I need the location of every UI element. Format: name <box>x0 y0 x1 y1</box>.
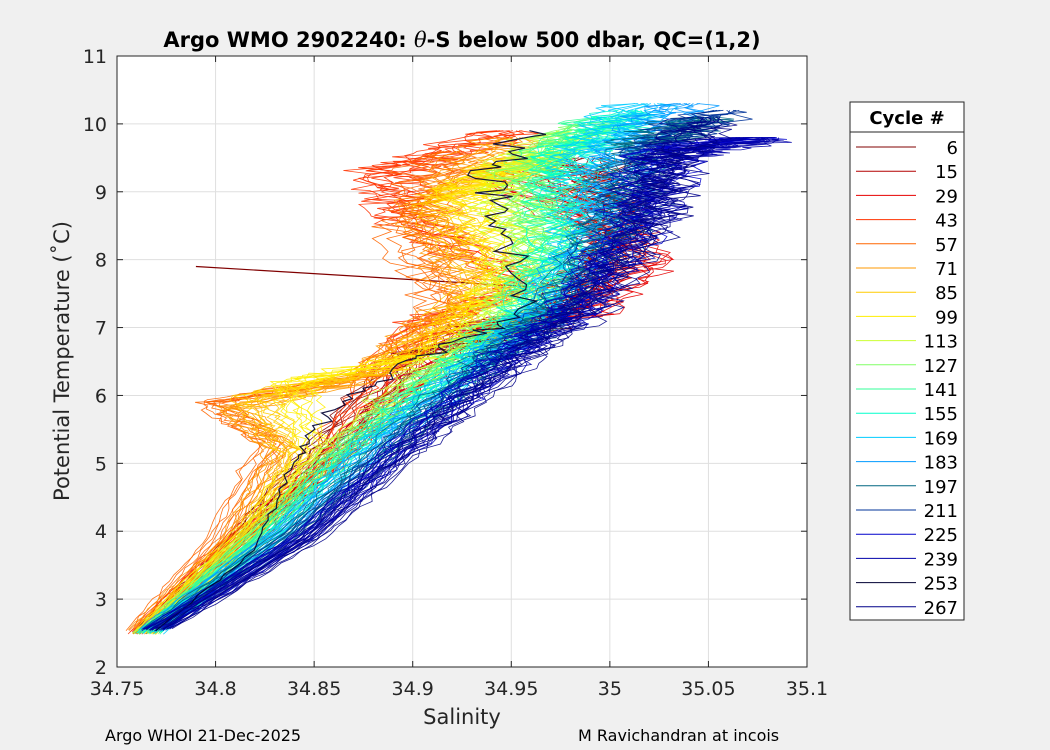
legend-label: 127 <box>924 356 958 377</box>
profile-line <box>145 116 695 630</box>
series-layer <box>125 103 792 635</box>
legend-title: Cycle # <box>869 108 944 129</box>
legend-label: 15 <box>935 162 958 183</box>
y-tick-label: 6 <box>95 385 107 407</box>
legend-label: 155 <box>924 404 958 425</box>
legend-label: 239 <box>924 549 958 570</box>
y-axis: 2 3 4 5 6 7 8 9 10 11 <box>83 46 807 679</box>
profile-line <box>150 130 573 635</box>
legend-label: 6 <box>947 138 958 159</box>
title-prefix: Argo WMO 2902240: <box>163 28 414 52</box>
profile-line <box>162 137 773 630</box>
profile-line <box>148 116 708 631</box>
series-253 <box>155 130 547 632</box>
x-tick-label: 34.85 <box>287 678 341 700</box>
x-tick-label: 34.95 <box>484 678 538 700</box>
legend-label: 183 <box>924 453 958 474</box>
profile-line <box>145 137 757 630</box>
legend-label: 225 <box>924 525 958 546</box>
legend-label: 85 <box>935 283 958 304</box>
profile-line <box>139 123 583 633</box>
footer-left: Argo WHOI 21-Dec-2025 <box>105 726 301 745</box>
x-tick-label: 34.9 <box>392 678 434 700</box>
legend-label: 29 <box>935 186 958 207</box>
axes-frame <box>116 55 808 668</box>
legend-label: 113 <box>924 332 958 353</box>
legend-label: 57 <box>935 235 958 256</box>
y-tick-label: 5 <box>95 453 107 475</box>
profile-line <box>143 137 754 630</box>
profile-line <box>138 103 675 631</box>
footer-right: M Ravichandran at incois <box>578 726 779 745</box>
profile-line <box>155 130 547 632</box>
x-tick-label: 35 <box>598 678 622 700</box>
y-tick-label: 8 <box>95 250 107 272</box>
legend-label: 99 <box>935 307 958 328</box>
profile-line <box>146 157 539 633</box>
legend-label: 169 <box>924 428 958 449</box>
profile-line <box>160 116 716 631</box>
x-axis: 34.75 34.8 34.85 34.9 34.95 35 35.05 35.1 <box>90 56 828 700</box>
y-tick-label: 3 <box>95 589 107 611</box>
legend-label: 267 <box>924 598 958 619</box>
x-tick-label: 34.8 <box>194 678 236 700</box>
x-tick-label: 35.05 <box>681 678 735 700</box>
title-suffix: -S below 500 dbar, QC=(1,2) <box>427 28 761 52</box>
legend-label: 211 <box>924 501 958 522</box>
y-tick-label: 9 <box>95 182 107 204</box>
series-99 <box>132 150 573 635</box>
profile-line <box>154 116 704 629</box>
profile-line <box>136 110 621 633</box>
y-tick-label: 4 <box>95 521 107 543</box>
y-axis-label: Potential Temperature (˚C) <box>50 221 74 501</box>
profile-line <box>125 150 439 632</box>
profile-line <box>154 109 655 633</box>
profile-line <box>166 116 738 630</box>
legend-label: 197 <box>924 477 958 498</box>
x-tick-label: 35.1 <box>786 678 828 700</box>
chart-title: Argo WMO 2902240: θ-S below 500 dbar, QC… <box>163 28 760 52</box>
legend-label: 71 <box>935 259 958 280</box>
profile-line <box>138 116 599 634</box>
y-tick-label: 10 <box>83 114 107 136</box>
legend-entries: 6 15 29 43 57 71 85 99 113 127 141 155 169 183 197 211 2… <box>856 138 958 619</box>
profile-line <box>137 103 636 634</box>
y-tick-label: 7 <box>95 318 107 340</box>
profile-line <box>163 116 724 630</box>
legend-label: 43 <box>935 211 958 232</box>
legend-box <box>849 101 965 621</box>
legend-label: 141 <box>924 380 958 401</box>
legend-label: 253 <box>924 574 958 595</box>
y-tick-label: 2 <box>95 657 107 679</box>
y-tick-label: 11 <box>83 46 107 68</box>
x-axis-label: Salinity <box>423 705 501 729</box>
profile-line <box>151 137 747 631</box>
legend: Cycle # 6 15 29 43 57 71 85 99 113 127 141 155 169 18… <box>849 101 965 621</box>
profile-line <box>128 150 442 631</box>
profile-line <box>134 116 596 635</box>
title-theta: θ <box>414 28 427 52</box>
profile-line <box>171 116 734 629</box>
series-267 <box>145 116 738 631</box>
x-tick-label: 34.75 <box>90 678 144 700</box>
